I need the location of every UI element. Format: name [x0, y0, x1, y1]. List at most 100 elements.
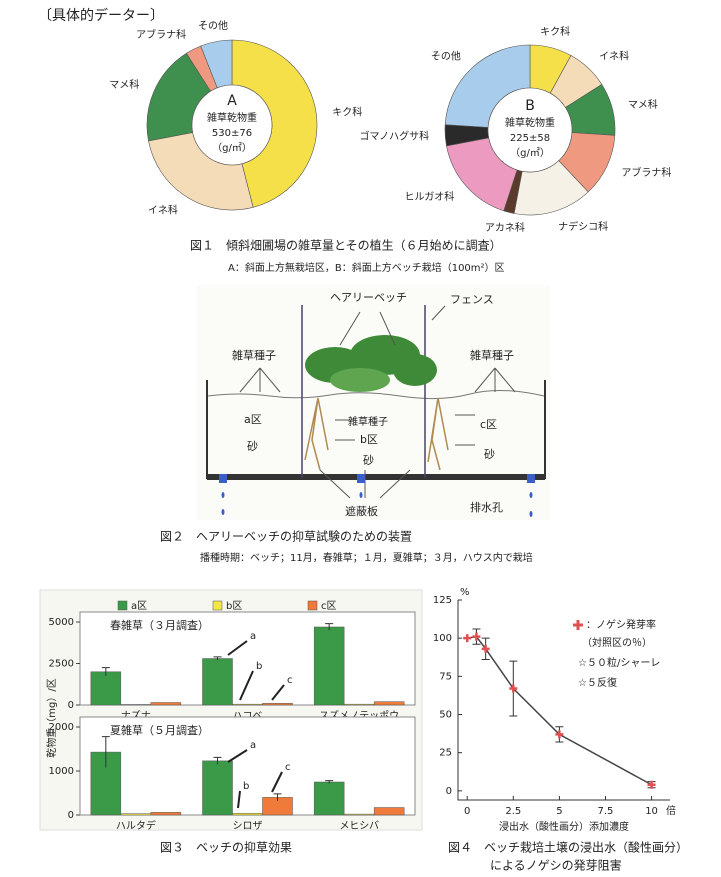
- bar: [262, 703, 293, 706]
- error-bar: [101, 667, 110, 676]
- marker: [481, 644, 490, 653]
- center-text: 雑草乾物重: [207, 111, 257, 124]
- center-text: （g/㎡）: [212, 142, 252, 154]
- donut-hole: [487, 87, 573, 173]
- slice-label: その他: [431, 49, 461, 62]
- slice-label: アブラナ科: [621, 166, 671, 179]
- y-tick-label: 125: [433, 595, 452, 606]
- vetch: [305, 335, 437, 392]
- slice-label: イネ科: [599, 49, 629, 62]
- y-tick-label: 100: [433, 633, 452, 644]
- y-axis-label: 乾物重（mg）/区: [45, 678, 58, 757]
- diagram-label: 排水孔: [470, 500, 503, 514]
- marker: [463, 634, 472, 643]
- caption: 図３ ベッチの抑草効果: [160, 840, 292, 855]
- x-tick-label: 7.5: [598, 806, 614, 817]
- bar: [373, 807, 405, 816]
- x-axis-label: 浸出水（酸性画分）添加濃度: [499, 820, 629, 833]
- y-tick-label: 0: [68, 700, 74, 711]
- slice-label: キク科: [332, 105, 362, 118]
- x-unit: 倍: [666, 804, 676, 817]
- center-text: B: [525, 98, 535, 114]
- arrows: [239, 305, 516, 499]
- error-bar: [273, 793, 282, 801]
- center-text: 225±58: [510, 133, 550, 144]
- legend-label: c区: [321, 600, 337, 612]
- center-text: 雑草乾物重: [505, 116, 555, 129]
- bar: [373, 701, 405, 706]
- diagram-label: c区: [480, 418, 497, 431]
- legend-label: ：ノゲシ発芽率: [586, 618, 656, 631]
- axes: [457, 600, 670, 801]
- bar: [232, 812, 263, 816]
- annotation-arrow: [227, 640, 248, 656]
- annotation-arrow: [271, 684, 285, 701]
- bar: [202, 760, 233, 816]
- tank-bottom: [207, 474, 545, 480]
- bar: [313, 626, 345, 706]
- diagram-label: 雑草種子: [470, 348, 514, 362]
- slice-label: ヒルガオ科: [405, 190, 455, 203]
- panel-title: 夏雑草（５月調査）: [110, 723, 209, 737]
- x-tick-label: メヒシバ: [339, 820, 379, 832]
- center-text: 530±76: [212, 128, 252, 139]
- diagram-label: フェンス: [450, 293, 494, 306]
- diagram-label: b区: [360, 433, 378, 446]
- center-text: A: [227, 93, 237, 109]
- bar: [90, 671, 122, 706]
- diagram-label: a区: [244, 413, 262, 426]
- bar: [150, 702, 182, 706]
- legend-swatch: [307, 600, 318, 611]
- annotation: c: [287, 675, 293, 686]
- y-tick-label: 25: [439, 748, 452, 759]
- y-tick-label: 5000: [49, 617, 74, 628]
- error-bar: [325, 623, 334, 631]
- y-tick-label: 0: [446, 786, 452, 797]
- plot-frame: [79, 716, 416, 816]
- annotation: c: [285, 762, 291, 773]
- annotation: b: [243, 781, 249, 792]
- y-tick-label: 1000: [49, 766, 74, 777]
- caption-note: A：斜面上方無栽培区，B：斜面上方ベッチ栽培（100m²）区: [228, 261, 505, 274]
- diagram-label: 砂: [484, 448, 495, 461]
- annotation-arrow: [239, 670, 254, 701]
- legend-note: ☆５反復: [578, 676, 617, 689]
- caption: 図２ ヘアリーベッチの抑草試験のための装置: [160, 529, 412, 544]
- diagram-label: 遮蔽板: [345, 504, 378, 518]
- caption: によるノゲシの発芽阻害: [490, 858, 622, 873]
- x-tick-label: 10: [645, 806, 658, 817]
- caption-note: 播種時期：ベッチ；11月，春雑草；１月，夏雑草；３月，ハウス内で栽培: [200, 551, 533, 564]
- x-tick-label: ハルタデ: [116, 819, 156, 832]
- error-bar: [101, 736, 110, 768]
- apparatus-diagram: ヘアリーベッチ フェンス 雑草種子 雑草種子 a区 砂 雑草種子 b区 砂 c区…: [197, 285, 550, 520]
- error-bar: [213, 656, 222, 661]
- center-text: （g/㎡）: [510, 147, 550, 159]
- panel-title: 春雑草（３月調査）: [110, 618, 209, 632]
- roots: [304, 397, 449, 471]
- slice-label: イネ科: [148, 203, 178, 216]
- annotation: b: [256, 661, 262, 672]
- legend-swatch: [212, 600, 223, 611]
- slice-label: マメ科: [628, 98, 658, 111]
- annotation-arrow: [237, 790, 241, 809]
- marker: [555, 730, 564, 739]
- bar: [232, 703, 263, 706]
- x-tick-label: シロザ: [233, 820, 263, 832]
- drains: [219, 474, 535, 517]
- slice-label: ナデシコ科: [558, 220, 608, 233]
- y-tick-label: 50: [439, 710, 452, 721]
- y-unit: %: [460, 587, 470, 598]
- soil-surface: [207, 389, 545, 400]
- annotation: a: [250, 631, 256, 642]
- marker: [472, 632, 481, 641]
- x-tick-label: 5: [556, 806, 562, 817]
- legend-swatch: [117, 600, 128, 611]
- caption: 図１ 傾斜畑圃場の雑草量とその植生（６月始めに調査）: [190, 238, 502, 253]
- slice-label: アカネ科: [485, 221, 525, 234]
- error-bar: [325, 780, 334, 784]
- diagram-label: 砂: [247, 440, 258, 453]
- x-tick-label: 0: [464, 806, 470, 817]
- bar: [120, 813, 152, 816]
- y-tick-label: 2000: [49, 722, 74, 733]
- marker: [647, 780, 656, 789]
